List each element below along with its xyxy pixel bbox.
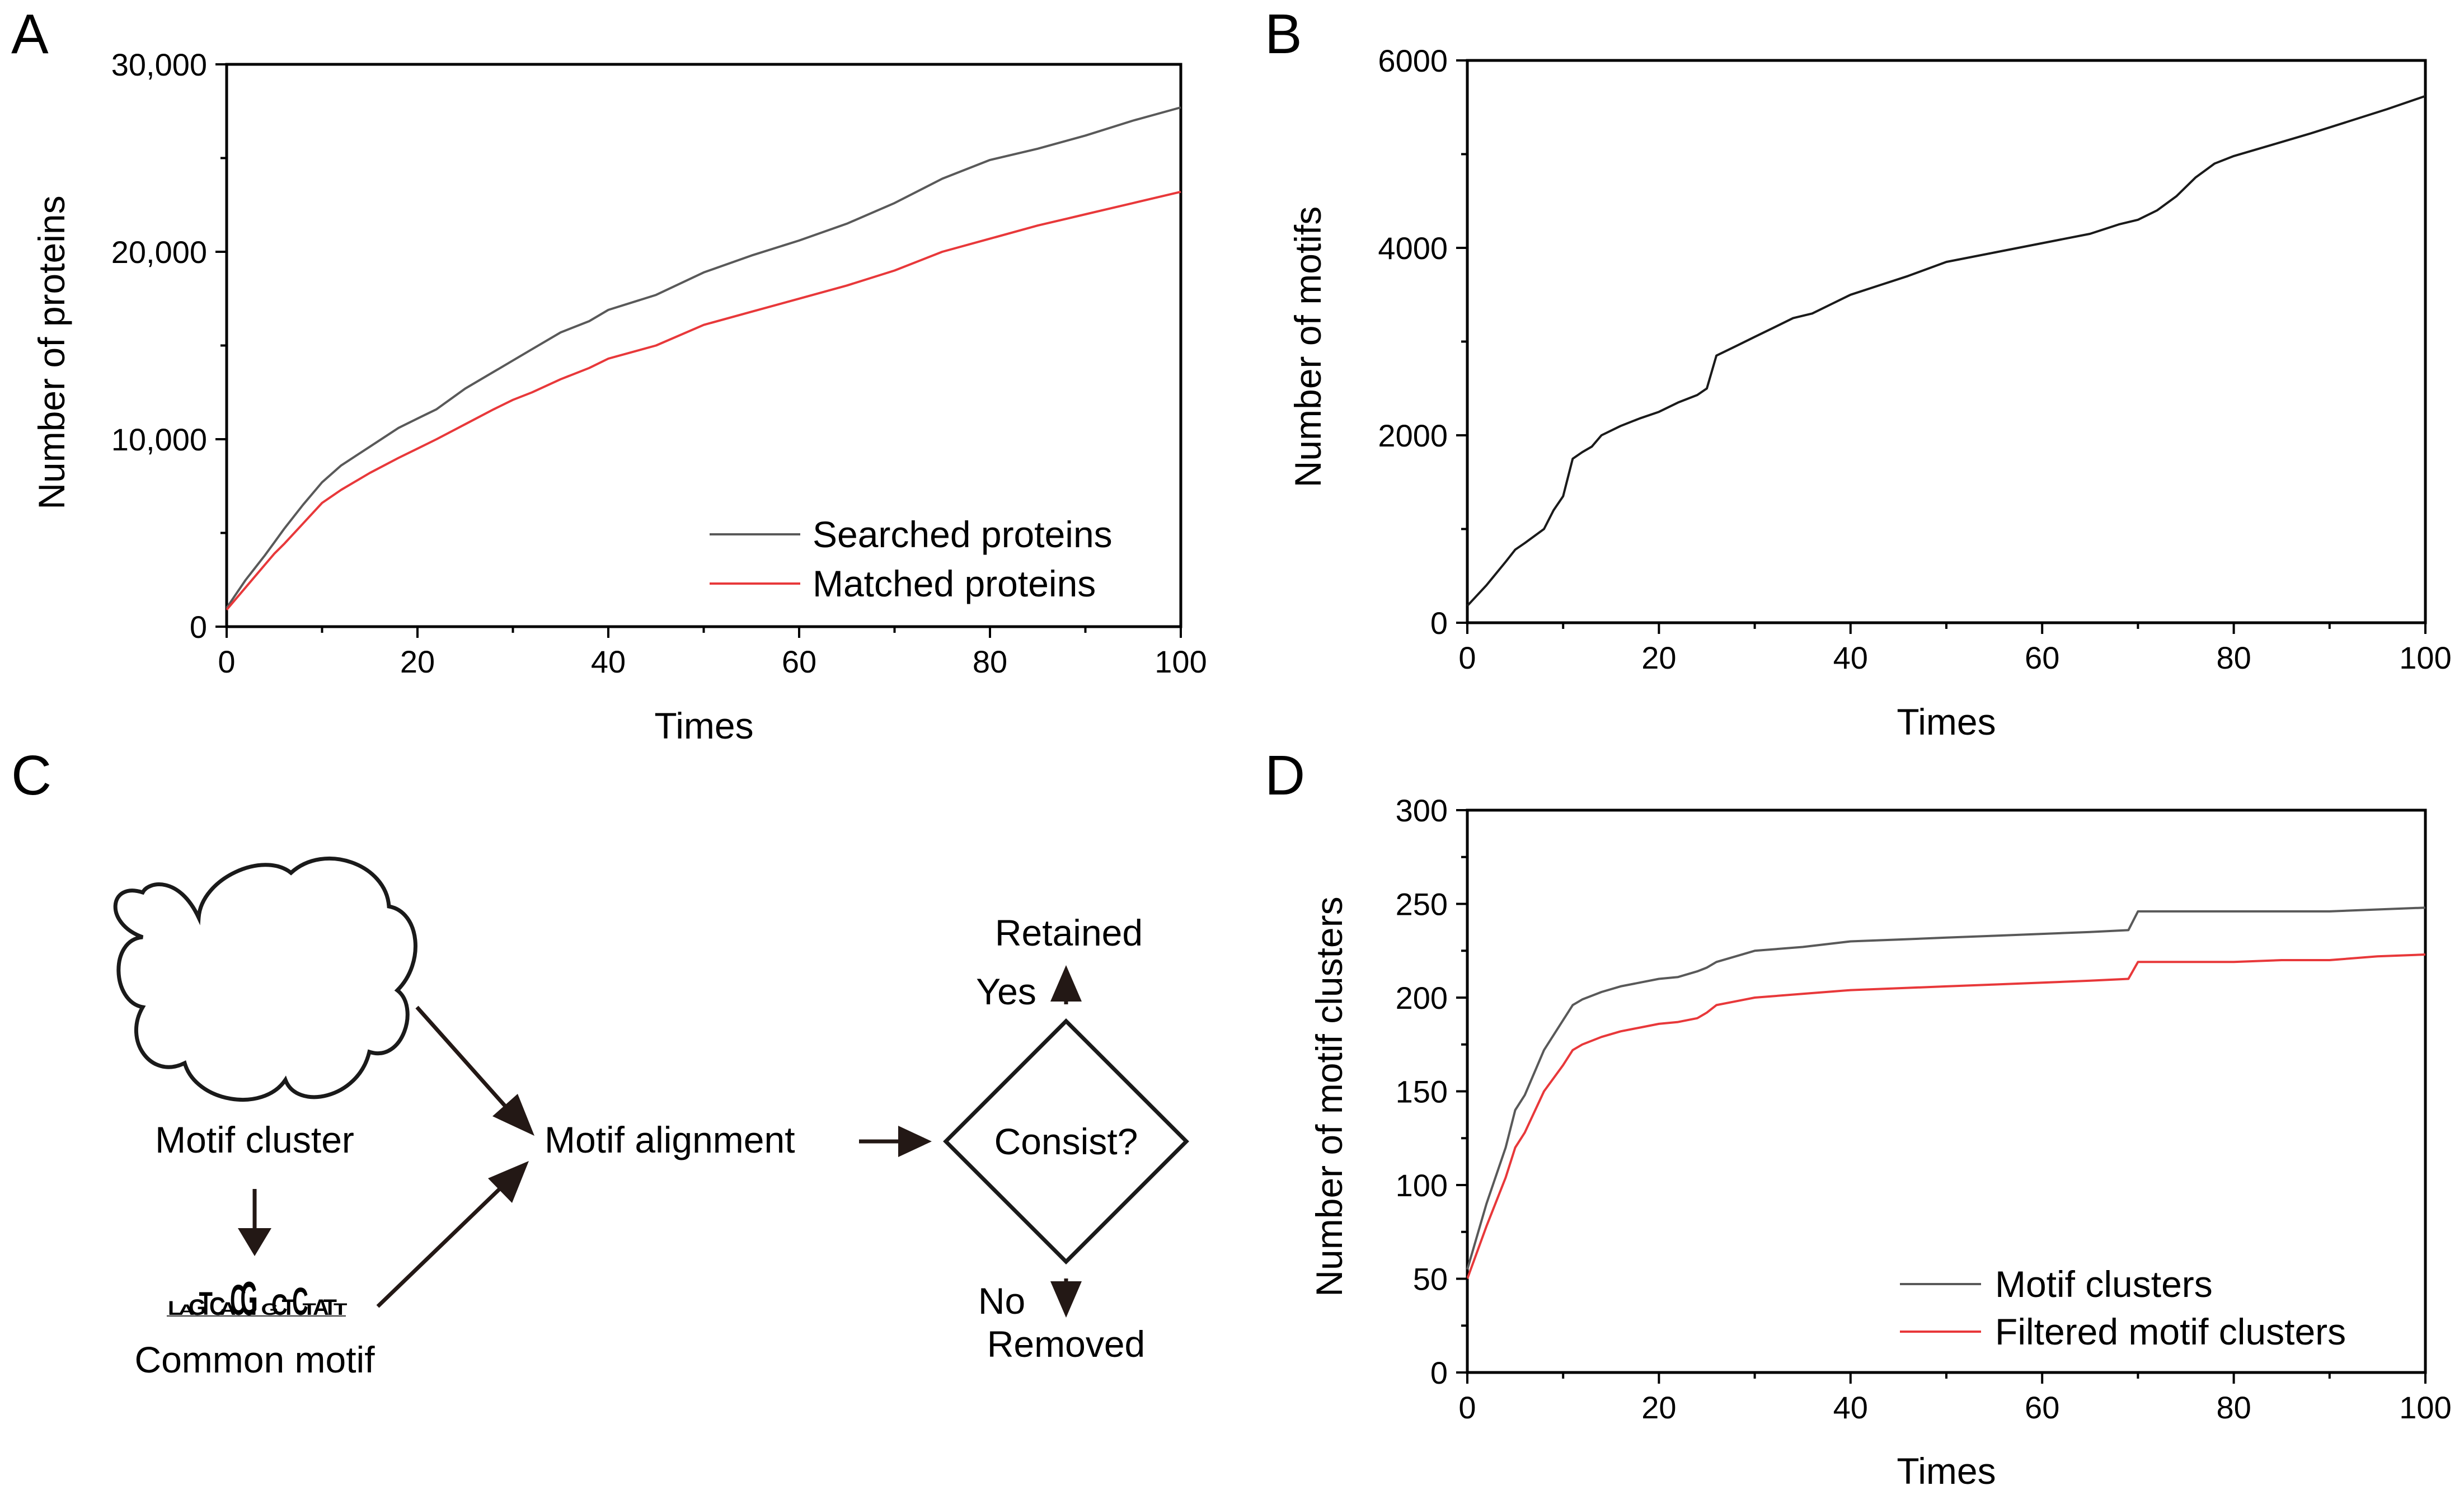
panel-d-xtick-label: 80 <box>2216 1390 2251 1425</box>
legend-label-matched: Matched proteins <box>813 563 1096 604</box>
panel-d-ticks: 0 20 40 60 80 100 0 50 100 150 200 250 300 <box>1396 793 2452 1425</box>
logo-glyph: C <box>230 1276 246 1325</box>
arrow-cluster-to-alignment <box>415 1005 511 1112</box>
panel-d-ytick-label: 300 <box>1396 793 1448 828</box>
panel-d-letter: D <box>1265 744 1305 807</box>
panel-a-ylabel: Number of proteins <box>31 195 72 509</box>
legend-label-motif-clusters: Motif clusters <box>1995 1263 2213 1305</box>
arrow-alignment-to-decision-head <box>898 1126 932 1157</box>
panel-a-series-line-0 <box>226 106 1181 609</box>
panel-b-series <box>1466 95 2426 607</box>
panel-b-ticks: 0 20 40 60 80 100 0 2000 4000 6000 <box>1378 43 2451 675</box>
logo-glyph: L <box>168 1297 181 1319</box>
legend-label-searched: Searched proteins <box>813 514 1113 555</box>
panel-b-xlabel: Times <box>1897 701 1996 742</box>
panel-b: B 0 20 40 60 80 100 0 2000 4000 6000 Times Number… <box>1265 3 2452 742</box>
panel-a-legend: Searched proteins Matched proteins <box>710 514 1113 604</box>
logo-glyph: G <box>241 1272 258 1325</box>
panel-d-plot-frame <box>1466 808 2427 1374</box>
panel-b-xtick-label: 60 <box>2025 640 2059 675</box>
panel-d-series <box>1466 906 2426 1280</box>
panel-b-xtick-label: 100 <box>2399 640 2451 675</box>
panel-b-series-line-0 <box>1466 95 2426 607</box>
panel-c-letter: C <box>11 744 51 807</box>
panel-d-xtick-label: 20 <box>1641 1390 1676 1425</box>
panel-b-ylabel: Number of motifs <box>1287 206 1329 487</box>
panel-a-xtick-label: 60 <box>782 644 816 679</box>
panel-d-ytick-label: 0 <box>1430 1355 1448 1390</box>
panel-b-xtick-label: 80 <box>2216 640 2251 675</box>
panel-b-plot-frame <box>1466 59 2427 624</box>
no-label: No <box>978 1280 1025 1322</box>
panel-a-ytick-label: 10,000 <box>111 422 207 457</box>
panel-b-xtick-label: 40 <box>1833 640 1868 675</box>
panel-d: D 0 20 40 60 80 100 0 50 100 150 200 250 300 Times N… <box>1265 744 2452 1492</box>
panel-d-ytick-label: 100 <box>1396 1168 1448 1203</box>
panel-a-ytick-label: 30,000 <box>111 47 207 82</box>
panel-b-ytick-label: 0 <box>1430 605 1448 641</box>
panel-b-xtick-label: 0 <box>1458 640 1476 675</box>
panel-b-letter: B <box>1265 3 1302 65</box>
arrow-logo-to-alignment <box>376 1183 505 1308</box>
panel-a-xtick-label: 100 <box>1154 644 1207 679</box>
panel-a-ytick-label: 0 <box>190 609 207 645</box>
panel-d-series-line-1 <box>1466 953 2426 1280</box>
yes-label: Yes <box>976 971 1036 1012</box>
panel-b-ytick-label: 2000 <box>1378 418 1448 453</box>
panel-b-xtick-label: 20 <box>1641 640 1676 675</box>
retained-label: Retained <box>995 912 1143 953</box>
panel-d-xtick-label: 40 <box>1833 1390 1868 1425</box>
motif-cluster-label: Motif cluster <box>155 1119 354 1160</box>
legend-label-filtered-clusters: Filtered motif clusters <box>1995 1311 2346 1352</box>
arrow-cluster-to-alignment-head <box>492 1094 534 1136</box>
motif-alignment-label: Motif alignment <box>545 1119 795 1160</box>
panel-a-letter: A <box>11 3 49 65</box>
panel-d-ytick-label: 150 <box>1396 1074 1448 1110</box>
panel-a-xlabel: Times <box>654 705 753 746</box>
panel-d-legend: Motif clusters Filtered motif clusters <box>1900 1263 2346 1352</box>
panel-d-xtick-label: 100 <box>2399 1390 2451 1425</box>
panel-b-ytick-label: 6000 <box>1378 43 1448 78</box>
panel-d-ytick-label: 50 <box>1413 1262 1448 1297</box>
arrow-decision-to-retained-head <box>1050 965 1082 1002</box>
arrow-cluster-to-logo-head <box>238 1228 271 1256</box>
arrow-logo-to-alignment-head <box>488 1161 529 1203</box>
panel-b-ytick-label: 4000 <box>1378 231 1448 266</box>
panel-a-xtick-label: 80 <box>973 644 1007 679</box>
panel-d-series-line-0 <box>1466 906 2426 1270</box>
arrow-decision-to-removed-head <box>1050 1281 1082 1318</box>
panel-a-series <box>226 106 1181 611</box>
panel-a-xtick-label: 20 <box>400 644 435 679</box>
panel-a-series-line-1 <box>226 190 1181 611</box>
panel-d-xtick-label: 60 <box>2025 1390 2059 1425</box>
decision-diamond <box>943 1018 1189 1264</box>
panel-a-ytick-label: 20,000 <box>111 234 207 270</box>
panel-d-ylabel: Number of motif clusters <box>1308 896 1350 1296</box>
decision-label: Consist? <box>994 1121 1138 1162</box>
logo-glyph: I <box>251 1297 257 1319</box>
panel-d-ytick-label: 250 <box>1396 887 1448 922</box>
panel-d-xlabel: Times <box>1897 1450 1996 1492</box>
panel-a-ticks: 0 20 40 60 80 100 0 10,000 20,000 30,000 <box>111 47 1207 679</box>
panel-d-ytick-label: 200 <box>1396 980 1448 1016</box>
common-motif-label: Common motif <box>134 1339 375 1380</box>
panel-a-xtick-label: 0 <box>218 644 235 679</box>
panel-d-xtick-label: 0 <box>1458 1390 1476 1425</box>
motif-cluster-cloud-shape <box>113 857 417 1102</box>
removed-label: Removed <box>987 1323 1145 1365</box>
panel-a-xtick-label: 40 <box>591 644 626 679</box>
